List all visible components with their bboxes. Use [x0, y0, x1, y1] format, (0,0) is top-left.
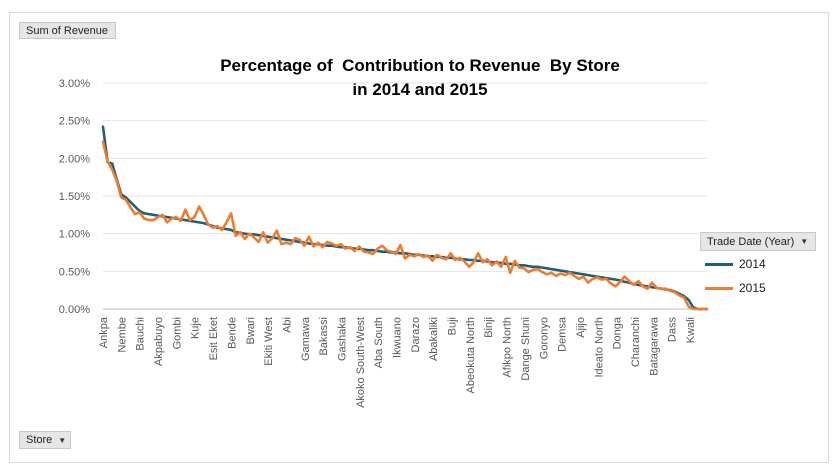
x-tick-label: Dange Shuni — [520, 317, 532, 381]
chart-title: Percentage of Contribution to Revenue By… — [140, 54, 700, 102]
x-tick-label: Abi — [281, 317, 293, 333]
legend-swatch-2014 — [705, 262, 733, 266]
legend-swatch-2015 — [705, 286, 733, 290]
x-tick-label: Afikpo North — [502, 317, 514, 378]
x-tick-label: Ekiti West — [263, 317, 275, 366]
x-tick-label: Abeokuta North — [465, 317, 477, 393]
x-tick-label: Gamawa — [300, 316, 312, 361]
x-tick-label: Akpabuyo — [153, 317, 165, 366]
legend-label-2015: 2015 — [739, 281, 766, 295]
x-tick-label: Dass — [667, 317, 679, 343]
value-field-button[interactable]: Sum of Revenue — [19, 22, 116, 39]
x-tick-label: Kwali — [685, 317, 697, 343]
x-tick-label: Demsa — [557, 316, 569, 352]
y-tick-label: 2.50% — [59, 116, 90, 128]
chart-title-line1: Percentage of Contribution to Revenue By… — [220, 56, 620, 75]
x-tick-label: Ikwuano — [392, 317, 404, 358]
series-line-2015 — [101, 140, 709, 311]
y-tick-label: 2.00% — [59, 153, 90, 165]
y-tick-label: 1.50% — [59, 191, 90, 203]
y-tick-label: 0.00% — [59, 304, 90, 316]
chart-area — [9, 12, 829, 463]
x-tick-label: Bauchi — [135, 317, 147, 351]
x-tick-label: Abakaliki — [428, 317, 440, 361]
x-tick-label: Ideato North — [593, 317, 605, 378]
x-tick-label: Goronyo — [538, 317, 550, 359]
x-tick-label: Kuje — [190, 317, 202, 339]
x-tick-label: Gombi — [171, 317, 183, 349]
row-field-label: Store — [26, 434, 53, 446]
dropdown-arrow-icon: ▼ — [58, 435, 67, 445]
x-tick-label: Akoko South-West — [355, 317, 367, 408]
legend-label-2014: 2014 — [739, 257, 766, 271]
x-tick-label: Aba South — [373, 317, 385, 368]
dropdown-arrow-icon: ▼ — [800, 237, 809, 246]
x-tick-label: Batagarawa — [648, 316, 660, 376]
legend-field-label: Trade Date (Year) — [707, 235, 795, 248]
legend-item-2014[interactable]: 2014 — [705, 257, 766, 271]
x-tick-label: Darazo — [410, 317, 422, 352]
chart-title-line2: in 2014 and 2015 — [352, 80, 488, 99]
y-tick-label: 1.00% — [59, 229, 90, 241]
x-tick-label: Ajijo — [575, 317, 587, 338]
x-tick-label: Bwari — [245, 317, 257, 345]
legend-field-button[interactable]: Trade Date (Year) ▼ — [700, 232, 816, 251]
x-tick-label: Binji — [483, 317, 495, 338]
x-tick-label: Nembe — [116, 317, 128, 352]
x-tick-label: Gashaka — [336, 316, 348, 361]
y-tick-label: 0.50% — [59, 266, 90, 278]
value-field-label: Sum of Revenue — [26, 24, 108, 37]
x-tick-label: Donga — [612, 316, 624, 349]
x-tick-label: Ankpa — [98, 316, 110, 348]
x-tick-label: Buji — [447, 317, 459, 335]
x-tick-label: Charanchi — [630, 317, 642, 367]
x-tick-label: Bakassi — [318, 317, 330, 356]
legend-item-2015[interactable]: 2015 — [705, 281, 766, 295]
x-tick-label: Esit Eket — [208, 317, 220, 360]
y-tick-label: 3.00% — [59, 78, 90, 90]
x-tick-label: Bende — [226, 317, 238, 349]
row-field-button[interactable]: Store ▼ — [19, 431, 71, 449]
